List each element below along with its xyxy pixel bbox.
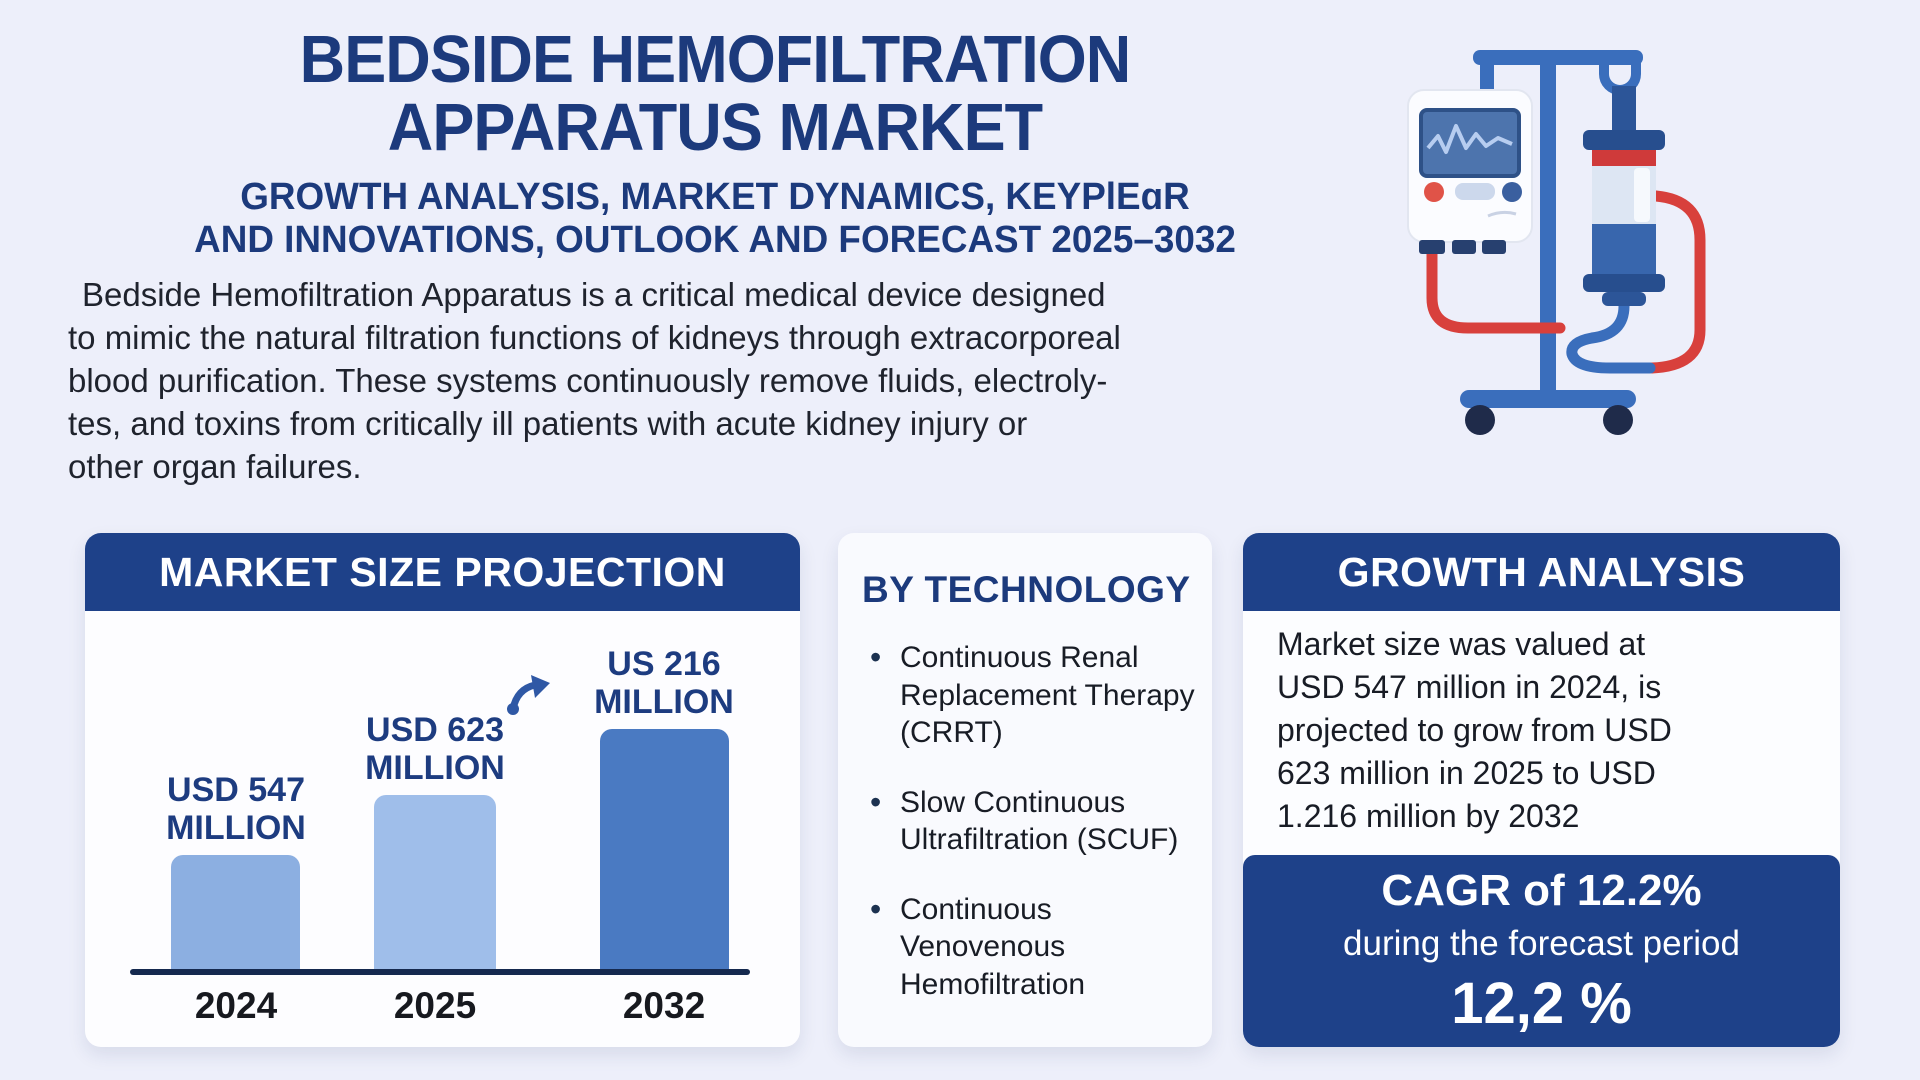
market-size-panel: MARKET SIZE PROJECTION USD 547 MILLION U… [85, 533, 800, 1047]
bar-2032 [600, 729, 729, 969]
cagr-headline: CAGR of 12.2% [1381, 865, 1702, 915]
wheel-left-icon [1465, 405, 1495, 435]
bar-2025 [374, 795, 496, 969]
bar-value-label-2025: USD 623 MILLION [365, 710, 505, 787]
list-item: Slow Continuous Ultrafiltration (SCUF) [862, 782, 1198, 859]
display-pill-icon [1455, 183, 1495, 200]
cagr-value: 12,2 % [1451, 970, 1632, 1036]
growth-analysis-panel-header: GROWTH ANALYSIS [1243, 533, 1840, 611]
axis-label-2025: 2025 [393, 985, 477, 1026]
hemofilter-cartridge [1583, 86, 1665, 306]
chart-baseline [130, 969, 750, 975]
list-item: Continuous Renal Replacement Therapy (CR… [862, 637, 1198, 752]
monitor-unit [1407, 89, 1533, 254]
blue-tube [1566, 300, 1656, 374]
description-paragraph: Bedside Hemofiltration Apparatus is a cr… [68, 276, 1121, 485]
wheel-right-icon [1603, 405, 1633, 435]
page-subtitle: GROWTH ANALYSIS, MARKET DYNAMICS, KEYPlE… [194, 176, 1236, 262]
tubing [1426, 190, 1706, 374]
market-size-chart: USD 547 MILLION USD 623 MILLION US 216 M… [85, 611, 800, 1047]
axis-label-2032: 2032 [622, 985, 706, 1026]
hanger-hook-icon [1599, 62, 1641, 95]
technology-list: Continuous Renal Replacement Therapy (CR… [862, 637, 1198, 1035]
bar-2024 [171, 855, 300, 969]
pole-base [1460, 390, 1636, 408]
axis-label-2024: 2024 [194, 985, 278, 1026]
technology-panel-header: BY TECHNOLOGY [862, 569, 1191, 610]
bar-value-label-2024: USD 547 MILLION [166, 770, 306, 847]
waveform-icon [1426, 124, 1513, 154]
red-tube-left [1426, 246, 1566, 334]
growth-analysis-text: Market size was valued at USD 547 millio… [1277, 626, 1672, 834]
bar-value-label-2032: US 216 MILLION [594, 644, 734, 721]
growth-arrow-icon [507, 675, 550, 715]
red-button-icon [1424, 182, 1444, 202]
blue-button-icon [1502, 182, 1522, 202]
cagr-subtext: during the forecast period [1343, 923, 1740, 963]
growth-analysis-panel: GROWTH ANALYSIS Market size was valued a… [1243, 533, 1840, 1047]
red-tube-right [1646, 190, 1706, 374]
hemofiltration-device-illustration [1407, 50, 1706, 435]
market-size-panel-header: MARKET SIZE PROJECTION [85, 533, 800, 611]
technology-panel: BY TECHNOLOGY Continuous Renal Replaceme… [838, 533, 1212, 1047]
cagr-highlight-box: CAGR of 12.2% during the forecast period… [1243, 855, 1840, 1047]
page-title: BEDSIDE HEMOFILTRATION APPARATUS MARKET [299, 22, 1132, 166]
list-item: Continuous Venovenous Hemofiltration [862, 889, 1198, 1004]
